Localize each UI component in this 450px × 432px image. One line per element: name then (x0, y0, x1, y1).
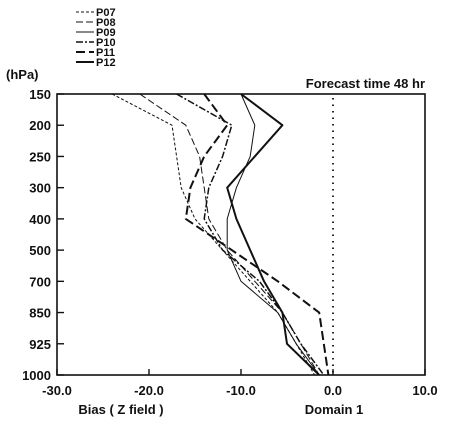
y-tick-label: 400 (29, 212, 51, 227)
series-lines (111, 93, 330, 376)
y-axis-ticks: 150 200 250 300 400 500 700 850 925 1000 (22, 87, 64, 383)
x-tick-label: 10.0 (412, 383, 437, 398)
legend-label-p12: P12 (96, 57, 116, 69)
series-line-p12 (226, 93, 320, 376)
y-tick-label: 925 (29, 337, 51, 352)
series-line-p11 (184, 93, 330, 376)
x-tick-label: 0.0 (324, 383, 342, 398)
y-tick-label: 1000 (22, 368, 51, 383)
y-tick-label: 150 (29, 87, 51, 102)
chart-title: Forecast time 48 hr (306, 76, 425, 91)
y-tick-label: 500 (29, 243, 51, 258)
series-line-p08 (139, 93, 320, 376)
y-axis-label: (hPa) (6, 67, 39, 82)
legend-label-p10: P10 (96, 37, 116, 49)
x-axis-label: Bias ( Z field ) (78, 402, 163, 417)
domain-annotation: Domain 1 (305, 402, 364, 417)
y-tick-label: 200 (29, 118, 51, 133)
legend-label-p07: P07 (96, 7, 116, 19)
plot-frame (56, 93, 426, 376)
x-axis-ticks: -30.0 -20.0 -10.0 0.0 10.0 (42, 369, 438, 398)
legend-label-p09: P09 (96, 27, 116, 39)
y-tick-label: 300 (29, 181, 51, 196)
y-tick-label: 850 (29, 306, 51, 321)
legend-label-p08: P08 (96, 17, 116, 29)
x-tick-label: -10.0 (226, 383, 256, 398)
series-line-p09 (226, 93, 320, 376)
series-line-p10 (176, 93, 325, 376)
y-tick-label: 250 (29, 149, 51, 164)
legend-label-p11: P11 (96, 47, 115, 59)
x-tick-label: -20.0 (134, 383, 164, 398)
y-tick-label: 700 (29, 274, 51, 289)
x-tick-label: -30.0 (42, 383, 72, 398)
